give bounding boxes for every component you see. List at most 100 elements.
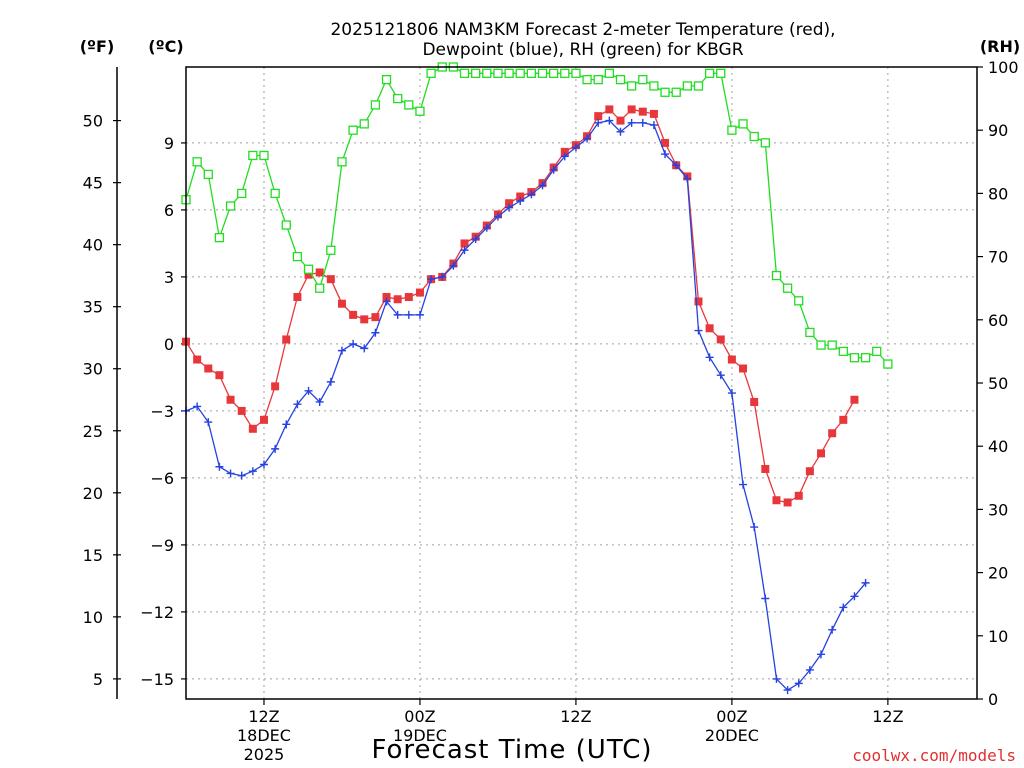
rh-point: [582, 74, 592, 85]
rh-unit-label: (RH): [980, 37, 1020, 56]
rh-tick-label: 50: [988, 374, 1008, 393]
temp-point: [282, 335, 291, 344]
rh-line: [185, 66, 889, 365]
dewpoint-point: [449, 261, 458, 270]
dewpoint-point: [716, 371, 725, 380]
time-tick-label: 00Z: [404, 707, 435, 726]
rh-point: [805, 327, 815, 338]
dewpoint-point: [215, 462, 224, 471]
fahrenheit-tick-label: 15: [83, 546, 103, 565]
dewpoint-point: [750, 523, 759, 532]
temp-point: [817, 449, 826, 458]
temp-point: [794, 491, 803, 500]
dewpoint-point: [482, 223, 491, 232]
dewpoint-point: [683, 174, 692, 183]
dewpoint-point: [605, 116, 614, 125]
temp-point: [661, 138, 670, 147]
dewpoint-point: [349, 339, 358, 348]
dewpoint-point: [638, 118, 647, 127]
dewpoint-point: [382, 297, 391, 306]
celsius-tick-label: −6: [150, 469, 174, 488]
temp-point: [393, 295, 402, 304]
rh-point: [638, 74, 648, 85]
temp-point: [828, 429, 837, 438]
dewpoint-point: [493, 212, 502, 221]
temp-point: [204, 364, 213, 373]
rh-point: [682, 81, 692, 91]
temp-point: [382, 293, 391, 302]
celsius-unit-label: (ºC): [148, 37, 183, 56]
temp-point: [750, 397, 759, 406]
rh-point: [471, 68, 481, 78]
dewpoint-point: [204, 418, 213, 427]
rh-point: [404, 100, 414, 110]
rh-point: [281, 220, 291, 230]
rh-point: [771, 270, 782, 281]
dewpoint-point: [672, 161, 681, 170]
temp-point: [271, 382, 280, 391]
dewpoint-point: [727, 389, 736, 398]
x-axis-title: Forecast Time (UTC): [371, 735, 652, 765]
dewpoint-point: [594, 118, 603, 127]
dewpoint-point: [326, 377, 335, 386]
rh-point: [337, 157, 347, 167]
rh-point: [827, 340, 837, 350]
dewpoint-point: [315, 397, 324, 406]
dewpoint-point: [360, 344, 369, 353]
temp-point: [649, 109, 658, 118]
rh-point: [604, 68, 615, 78]
dewpoint-point: [571, 143, 580, 152]
celsius-tick-label: −15: [140, 670, 174, 689]
temp-point: [850, 395, 859, 404]
temp-point: [237, 406, 246, 415]
dewpoint-point: [694, 326, 703, 335]
temp-point: [505, 199, 514, 208]
dewpoint-point: [649, 121, 658, 130]
rh-point: [315, 283, 325, 293]
dewpoint-point: [282, 420, 291, 429]
dewpoint-point: [460, 246, 469, 255]
temp-point: [638, 107, 647, 116]
dewpoint-point: [817, 650, 826, 659]
chart-title-line1: 2025121806 NAM3KM Forecast 2-meter Tempe…: [330, 20, 835, 40]
temp-point: [705, 324, 714, 333]
rh-point: [515, 68, 525, 78]
temp-point: [805, 467, 814, 476]
rh-point: [214, 232, 225, 243]
rh-point: [560, 68, 570, 78]
rh-point: [704, 68, 715, 78]
rh-point: [526, 68, 537, 78]
fahrenheit-tick-label: 35: [83, 298, 103, 317]
dewpoint-point: [761, 594, 770, 603]
temp-point: [360, 315, 369, 324]
celsius-tick-label: −3: [150, 402, 174, 421]
temp-point: [560, 147, 569, 156]
rh-point: [493, 68, 503, 78]
temp-point: [772, 496, 781, 505]
temp-point: [326, 275, 335, 284]
dewpoint-point: [193, 402, 202, 411]
temp-point: [739, 364, 748, 373]
temp-point: [259, 415, 268, 424]
rh-point: [504, 68, 514, 78]
temp-point: [304, 270, 313, 279]
rh-tick-label: 20: [988, 564, 1008, 583]
fahrenheit-tick-label: 40: [83, 236, 103, 255]
rh-tick-label: 30: [988, 500, 1008, 519]
dewpoint-point: [337, 346, 346, 355]
rh-point: [326, 245, 336, 255]
rh-tick-label: 70: [988, 248, 1008, 267]
time-tick-label: 00Z: [716, 707, 747, 726]
dewpoint-line: [185, 119, 867, 691]
date-label: 19DEC: [393, 726, 447, 745]
credit-text: coolwx.com/models: [852, 746, 1016, 765]
rh-point: [593, 74, 603, 85]
series-layer: [181, 62, 893, 695]
rh-point: [693, 81, 704, 91]
rh-point: [548, 68, 559, 78]
dewpoint-point: [237, 471, 246, 480]
temp-point: [404, 293, 413, 302]
temp-point: [193, 355, 202, 364]
